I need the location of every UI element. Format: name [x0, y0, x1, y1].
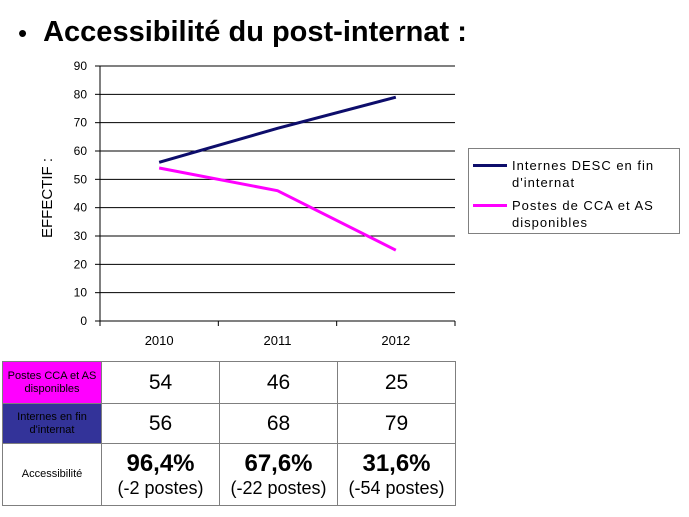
y-tick-label: 20 — [74, 257, 88, 271]
table-row-postes: Postes CCA et AS disponibles 54 46 25 — [2, 361, 456, 404]
table-cell: 54 — [101, 361, 220, 404]
chart-axes — [95, 65, 456, 326]
accessibility-note: (-54 postes) — [348, 477, 445, 498]
table-cell: 79 — [337, 403, 456, 444]
line-chart: 0 10 20 30 40 50 60 70 80 90 2010 2011 2012 EFFECTI… — [39, 59, 456, 348]
row-header-internes: Internes en fin d'internat — [2, 403, 102, 444]
table-cell: 68 — [219, 403, 338, 444]
table-row-internes: Internes en fin d'internat 56 68 79 — [2, 403, 456, 444]
y-tick-label: 60 — [74, 144, 88, 158]
row-header-accessibilite: Accessibilité — [2, 443, 102, 506]
chart-legend: Internes DESC en fin d'internat Postes d… — [468, 148, 680, 234]
y-tick-label: 50 — [74, 172, 88, 186]
y-tick-label: 40 — [74, 201, 88, 215]
y-tick-label: 10 — [74, 286, 88, 300]
chart-grid — [100, 65, 455, 294]
accessibility-percent: 67,6% — [244, 449, 313, 477]
accessibility-cell: 96,4% (-2 postes) — [101, 443, 220, 506]
series-line-2 — [158, 166, 397, 252]
y-tick-label: 90 — [74, 59, 88, 73]
accessibility-percent: 96,4% — [126, 449, 195, 477]
x-tick-label: 2010 — [145, 333, 174, 348]
accessibility-note: (-2 postes) — [117, 477, 204, 498]
legend-item-postes: Postes de CCA et AS disponibles — [473, 197, 680, 231]
x-tick-labels: 2010 2011 2012 — [145, 333, 411, 348]
table-row-accessibilite: Accessibilité 96,4% (-2 postes) 67,6% (-… — [2, 443, 456, 506]
y-tick-label: 80 — [74, 87, 88, 101]
y-tick-label: 0 — [80, 314, 87, 328]
data-table: Postes CCA et AS disponibles 54 46 25 In… — [2, 361, 456, 506]
accessibility-note: (-22 postes) — [230, 477, 327, 498]
table-cell: 46 — [219, 361, 338, 404]
x-tick-label: 2012 — [381, 333, 410, 348]
y-tick-label: 70 — [74, 116, 88, 130]
table-cell: 25 — [337, 361, 456, 404]
accessibility-cell: 67,6% (-22 postes) — [219, 443, 338, 506]
y-tick-labels: 0 10 20 30 40 50 60 70 80 90 — [74, 59, 88, 328]
accessibility-percent: 31,6% — [362, 449, 431, 477]
legend-swatch-internes — [473, 164, 507, 167]
legend-label-internes: Internes DESC en fin d'internat — [512, 158, 655, 190]
legend-item-internes: Internes DESC en fin d'internat — [473, 157, 680, 191]
row-header-postes: Postes CCA et AS disponibles — [2, 361, 102, 404]
slide-title-row: • Accessibilité du post-internat : — [18, 18, 467, 47]
accessibility-cell: 31,6% (-54 postes) — [337, 443, 456, 506]
x-tick-label: 2011 — [264, 333, 292, 348]
table-cell: 56 — [101, 403, 220, 444]
bullet: • — [18, 17, 28, 48]
legend-label-postes: Postes de CCA et AS disponibles — [512, 198, 654, 230]
slide-title: Accessibilité du post-internat : — [43, 16, 467, 48]
legend-swatch-postes — [473, 204, 507, 207]
y-tick-label: 30 — [74, 229, 88, 243]
series-line-1 — [158, 95, 397, 164]
y-axis-label: EFFECTIF : — [39, 158, 56, 238]
chart-series — [158, 95, 397, 252]
